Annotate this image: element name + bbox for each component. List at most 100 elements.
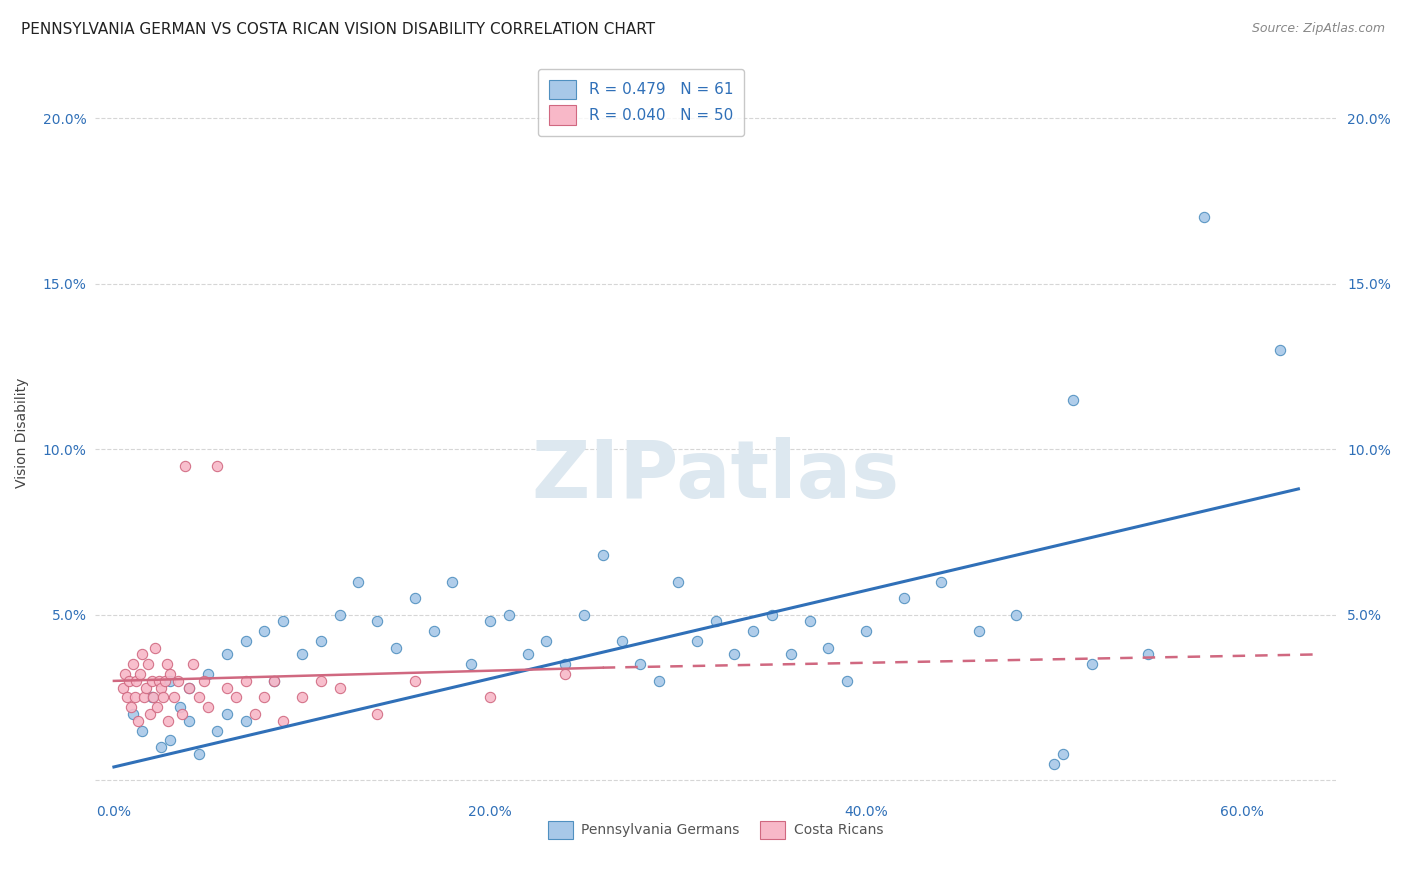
Point bbox=[460, 657, 482, 672]
Point bbox=[153, 673, 176, 688]
Point bbox=[131, 648, 153, 662]
Point bbox=[309, 673, 332, 688]
Point bbox=[478, 615, 501, 629]
Point bbox=[686, 634, 709, 648]
Point bbox=[309, 634, 332, 648]
Point bbox=[347, 574, 370, 589]
Point bbox=[124, 690, 146, 705]
Point bbox=[135, 681, 157, 695]
Legend: Pennsylvania Germans, Costa Ricans: Pennsylvania Germans, Costa Ricans bbox=[543, 815, 889, 845]
Point bbox=[592, 548, 614, 562]
Point bbox=[149, 681, 172, 695]
Y-axis label: Vision Disability: Vision Disability bbox=[15, 377, 30, 488]
Point bbox=[118, 673, 141, 688]
Text: ZIPatlas: ZIPatlas bbox=[531, 437, 900, 516]
Point bbox=[146, 700, 169, 714]
Point bbox=[554, 667, 576, 681]
Point bbox=[723, 648, 745, 662]
Point bbox=[215, 648, 238, 662]
Point bbox=[404, 673, 426, 688]
Point bbox=[215, 706, 238, 721]
Point bbox=[163, 690, 186, 705]
Point bbox=[120, 700, 142, 714]
Point bbox=[328, 681, 350, 695]
Point bbox=[136, 657, 159, 672]
Point bbox=[385, 640, 408, 655]
Point bbox=[125, 673, 148, 688]
Point bbox=[148, 673, 170, 688]
Point bbox=[572, 607, 595, 622]
Point bbox=[112, 681, 135, 695]
Point bbox=[855, 624, 877, 639]
Point bbox=[157, 714, 180, 728]
Point bbox=[207, 723, 229, 738]
Point bbox=[271, 714, 294, 728]
Point bbox=[610, 634, 633, 648]
Point bbox=[197, 700, 219, 714]
Point bbox=[967, 624, 990, 639]
Point bbox=[187, 690, 209, 705]
Point bbox=[648, 673, 671, 688]
Point bbox=[404, 591, 426, 606]
Point bbox=[441, 574, 464, 589]
Point bbox=[478, 690, 501, 705]
Point bbox=[422, 624, 444, 639]
Point bbox=[554, 657, 576, 672]
Point bbox=[141, 690, 163, 705]
Point bbox=[169, 700, 191, 714]
Point bbox=[207, 458, 229, 473]
Point bbox=[1043, 756, 1066, 771]
Point bbox=[1194, 211, 1216, 225]
Point bbox=[174, 458, 197, 473]
Point bbox=[817, 640, 839, 655]
Point bbox=[742, 624, 765, 639]
Point bbox=[159, 733, 181, 747]
Point bbox=[516, 648, 538, 662]
Point bbox=[366, 706, 388, 721]
Point bbox=[159, 667, 181, 681]
Text: PENNSYLVANIA GERMAN VS COSTA RICAN VISION DISABILITY CORRELATION CHART: PENNSYLVANIA GERMAN VS COSTA RICAN VISIO… bbox=[21, 22, 655, 37]
Point bbox=[1052, 747, 1074, 761]
Point bbox=[253, 624, 276, 639]
Point bbox=[121, 706, 143, 721]
Point bbox=[131, 723, 153, 738]
Point bbox=[177, 714, 200, 728]
Point bbox=[115, 690, 138, 705]
Point bbox=[197, 667, 219, 681]
Point bbox=[263, 673, 285, 688]
Point bbox=[129, 667, 152, 681]
Point bbox=[159, 673, 181, 688]
Point bbox=[235, 673, 257, 688]
Point bbox=[243, 706, 266, 721]
Point bbox=[291, 690, 314, 705]
Point bbox=[1268, 343, 1291, 357]
Point bbox=[271, 615, 294, 629]
Point bbox=[149, 740, 172, 755]
Point bbox=[628, 657, 651, 672]
Point bbox=[1062, 392, 1084, 407]
Point bbox=[177, 681, 200, 695]
Point bbox=[704, 615, 727, 629]
Point bbox=[193, 673, 215, 688]
Point bbox=[127, 714, 149, 728]
Point bbox=[666, 574, 689, 589]
Point bbox=[187, 747, 209, 761]
Point bbox=[138, 706, 160, 721]
Point bbox=[152, 690, 174, 705]
Text: Source: ZipAtlas.com: Source: ZipAtlas.com bbox=[1251, 22, 1385, 36]
Point bbox=[253, 690, 276, 705]
Point bbox=[1080, 657, 1102, 672]
Point bbox=[536, 634, 558, 648]
Point bbox=[141, 673, 163, 688]
Point bbox=[132, 690, 155, 705]
Point bbox=[155, 657, 177, 672]
Point bbox=[143, 640, 166, 655]
Point bbox=[170, 706, 193, 721]
Point bbox=[263, 673, 285, 688]
Point bbox=[366, 615, 388, 629]
Point bbox=[498, 607, 520, 622]
Point bbox=[779, 648, 801, 662]
Point bbox=[114, 667, 136, 681]
Point bbox=[1136, 648, 1159, 662]
Point bbox=[235, 634, 257, 648]
